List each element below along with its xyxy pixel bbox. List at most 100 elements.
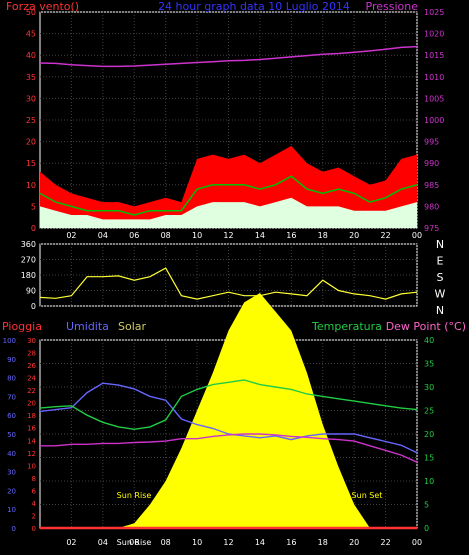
rain-tick-label: 18 xyxy=(27,412,36,420)
rain-tick-label: 8 xyxy=(32,475,36,483)
compass-label: N xyxy=(436,304,444,317)
wind-min-area xyxy=(40,197,417,228)
rain-tick-label: 10 xyxy=(27,462,36,470)
sunrise-annotation: Sun Rise xyxy=(117,491,152,500)
wind-tick-label: 45 xyxy=(26,30,36,39)
wind-avg-line xyxy=(39,175,418,216)
rain-tick-label: 28 xyxy=(27,350,36,358)
humidity-tick-label: 70 xyxy=(7,393,16,401)
direction-tick-label: 90 xyxy=(26,287,36,296)
hour-tick-label: 06 xyxy=(129,231,139,240)
temp-tick-label: 30 xyxy=(424,383,434,392)
hour-tick-label: 08 xyxy=(161,538,171,547)
hour-tick-label: 12 xyxy=(223,231,233,240)
rain-tick-label: 12 xyxy=(27,450,36,458)
humidity-tick-label: 10 xyxy=(7,506,16,514)
hour-tick-label: 12 xyxy=(223,538,233,547)
pressure-axis-label: Pressione xyxy=(366,0,419,13)
solar-area xyxy=(40,293,417,528)
pressure-tick-label: 990 xyxy=(424,159,439,168)
compass-label: E xyxy=(437,255,444,268)
rain-tick-label: 0 xyxy=(32,525,36,533)
temp-tick-label: 5 xyxy=(424,501,429,510)
rain-tick-label: 26 xyxy=(27,362,36,370)
pressure-tick-label: 995 xyxy=(424,138,439,147)
hour-tick-label: 16 xyxy=(286,538,296,547)
temp-tick-label: 15 xyxy=(424,454,434,463)
hour-tick-label: 14 xyxy=(255,538,265,547)
hour-tick-label: 08 xyxy=(161,231,171,240)
sunset-annotation: Sun Set xyxy=(352,491,383,500)
rain-tick-label: 14 xyxy=(27,437,36,445)
hour-tick-label: 20 xyxy=(349,538,359,547)
pressure-tick-label: 1005 xyxy=(424,94,444,103)
wind-tick-label: 40 xyxy=(26,51,36,60)
pressure-tick-label: 985 xyxy=(424,181,439,190)
temp-tick-label: 40 xyxy=(424,336,434,345)
temp-tick-label: 25 xyxy=(424,407,434,416)
temp-tick-label: 20 xyxy=(424,430,434,439)
pressure-tick-label: 1000 xyxy=(424,116,444,125)
humidity-line xyxy=(39,382,418,454)
pressure-tick-label: 975 xyxy=(424,224,439,233)
humidity-tick-label: 20 xyxy=(7,487,16,495)
hour-tick-label: 00 xyxy=(412,231,422,240)
pressure-tick-label: 1010 xyxy=(424,73,444,82)
hour-tick-label: 22 xyxy=(380,231,390,240)
wind-tick-label: 30 xyxy=(26,94,36,103)
humidity-tick-label: 40 xyxy=(7,450,16,458)
wind-tick-label: 25 xyxy=(26,116,36,125)
wind-axis-label: Forza vento() xyxy=(6,0,79,13)
pressure-tick-label: 1020 xyxy=(424,30,444,39)
hour-tick-label: 10 xyxy=(192,231,202,240)
pressure-line xyxy=(39,45,418,68)
hour-tick-label: 22 xyxy=(380,538,390,547)
rain-tick-label: 24 xyxy=(27,375,36,383)
humidity-label: Umidita xyxy=(66,320,109,333)
humidity-tick-label: 0 xyxy=(12,525,16,533)
hour-tick-label: 02 xyxy=(66,231,76,240)
wind-tick-label: 0 xyxy=(31,224,36,233)
temperature-label: Temperatura xyxy=(311,320,382,333)
rain-tick-label: 22 xyxy=(27,387,36,395)
dew-point-label: Dew Point (°C) xyxy=(386,320,466,333)
humidity-tick-label: 60 xyxy=(7,412,16,420)
rain-tick-label: 20 xyxy=(27,400,36,408)
pressure-tick-label: 1015 xyxy=(424,51,444,60)
hour-tick-label: 06 xyxy=(129,538,139,547)
temperature-line xyxy=(39,379,418,431)
hour-tick-label: 00 xyxy=(412,538,422,547)
chart-title: 24 hour graph data 10 Luglio 2014 xyxy=(158,0,350,13)
rain-tick-label: 6 xyxy=(32,487,37,495)
wind-tick-label: 50 xyxy=(26,8,36,17)
pressure-tick-label: 980 xyxy=(424,202,439,211)
direction-tick-label: 360 xyxy=(21,240,36,249)
sunrise-axis-label: Sun Rise xyxy=(117,538,152,547)
temp-tick-label: 10 xyxy=(424,477,434,486)
direction-line xyxy=(39,267,418,300)
humidity-tick-label: 90 xyxy=(7,356,16,364)
direction-tick-label: 270 xyxy=(21,256,36,265)
compass-label: W xyxy=(435,288,446,301)
rain-tick-label: 2 xyxy=(32,512,36,520)
solar-label: Solar xyxy=(118,320,147,333)
humidity-tick-label: 30 xyxy=(7,469,16,477)
hour-tick-label: 10 xyxy=(192,538,202,547)
wind-tick-label: 5 xyxy=(31,202,36,211)
rain-tick-label: 4 xyxy=(32,500,37,508)
compass-label: S xyxy=(437,271,444,284)
hour-tick-label: 18 xyxy=(318,231,328,240)
wind-tick-label: 20 xyxy=(26,138,36,147)
rain-tick-label: 16 xyxy=(27,425,36,433)
hour-tick-label: 14 xyxy=(255,231,265,240)
humidity-tick-label: 100 xyxy=(3,337,16,345)
temp-tick-label: 0 xyxy=(424,524,429,533)
hour-tick-label: 02 xyxy=(66,538,76,547)
humidity-tick-label: 50 xyxy=(7,431,16,439)
rain-tick-label: 30 xyxy=(27,337,36,345)
hour-tick-label: 18 xyxy=(318,538,328,547)
